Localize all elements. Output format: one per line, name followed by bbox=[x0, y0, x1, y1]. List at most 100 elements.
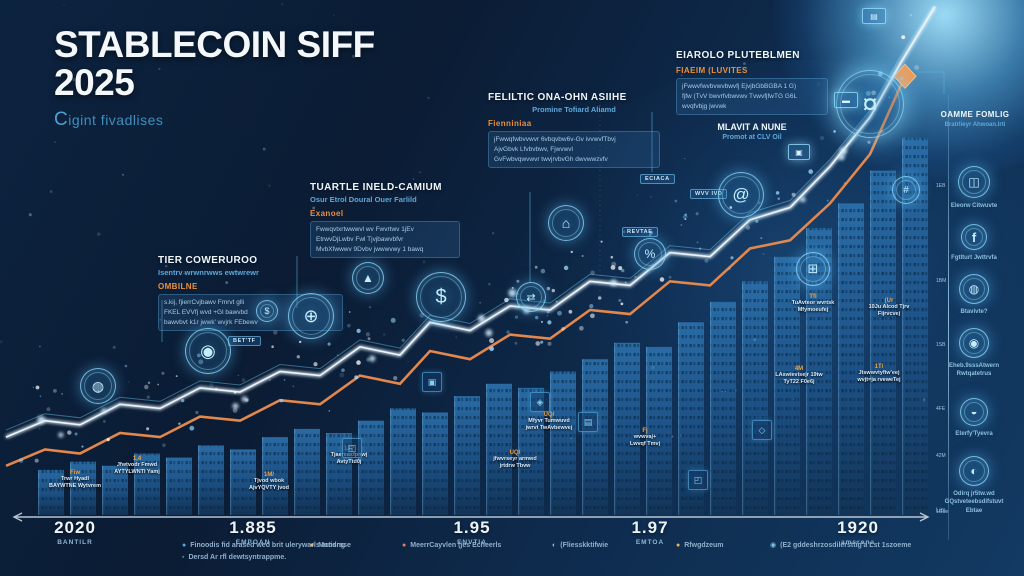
chart-chip: REVTAE bbox=[622, 227, 658, 237]
globe-icon: ◍ bbox=[959, 274, 989, 304]
sidebar-item: f Fgtlturt Jwttrvfa bbox=[938, 224, 1010, 262]
sidebar-item: ◫ Eleorw Citwuvte bbox=[938, 166, 1010, 210]
milestone-subtitle: Promine Tofiard Aliamd bbox=[532, 105, 616, 114]
timeline-entry: 1.885 EMPOAN bbox=[229, 518, 277, 546]
cloud-icon: ◒ bbox=[960, 398, 988, 426]
legend-square-icon: ▪ bbox=[182, 554, 185, 561]
tag-icon: ▤ bbox=[862, 8, 886, 24]
milestone-3: FELILTIC ONA-OHN ASIIHE Promine Tofiard … bbox=[488, 92, 660, 169]
facebook-icon: f bbox=[961, 224, 987, 250]
bar-callout: 4M LAswievisejr 19tw TyT22 F0e6j bbox=[775, 366, 823, 386]
legend-dot-icon: ● bbox=[676, 542, 681, 549]
timeline-entry: 1.97 EMTOA bbox=[631, 518, 669, 546]
legend-dot-icon: ● bbox=[182, 542, 187, 549]
sidebar-subtitle: Bratrlieyr Ahwoan.lrti bbox=[944, 122, 1006, 128]
chart-chip: ECIACA bbox=[640, 174, 675, 184]
sidebar-tick: 1Gae bbox=[936, 509, 949, 515]
sidebar-tick: 1SB bbox=[936, 342, 946, 348]
sidebar-title: OAMME FOMLIG bbox=[940, 110, 1010, 119]
legend-item: ◐ (Fliesskktifwie bbox=[552, 542, 609, 549]
chart-icon: ◐ bbox=[959, 456, 989, 486]
percent-icon: % bbox=[634, 238, 666, 270]
bag-icon: ◈ bbox=[530, 392, 550, 412]
sidebar-item: ◍ Btavivte? bbox=[938, 274, 1010, 316]
gift-icon: ◇ bbox=[752, 420, 772, 440]
milestone-title: EIAROLO PLUTEBLMEN bbox=[676, 50, 800, 61]
page-title: STABLECOIN SIFF 2025 bbox=[54, 24, 375, 104]
timeline-entry: 1920 amsrona bbox=[837, 518, 879, 546]
person-icon: ▤ bbox=[578, 412, 598, 432]
exchange-icon: ⇄ bbox=[516, 282, 546, 312]
legend-item: ▪ Dersd Ar rfl dewtsyntrappme. bbox=[182, 554, 287, 561]
network-icon: ⊕ bbox=[288, 293, 334, 339]
bar-callout: UQ/Mfyvr Tumwuvd jwrvt TwAvbewvej bbox=[525, 412, 573, 432]
grid-icon: ⊞ bbox=[796, 252, 830, 286]
milestone-subtitle: Isentrv wrwnrwws ewtwrewr bbox=[158, 268, 259, 277]
page-subtitle: Cigint fivadlises bbox=[54, 108, 164, 130]
milestone-footer-subtitle: Promot at CLV Oil bbox=[722, 134, 782, 142]
bar-callout: Fiw Trwr Hyadl BAYWTNE Wytvrem bbox=[49, 470, 101, 490]
sidebar-tick: 1EB bbox=[936, 183, 946, 189]
emblem-icon: ◉ bbox=[185, 328, 231, 374]
legend-item: ● Finoodis fid arased wed brit ulerywarls… bbox=[182, 542, 346, 549]
milestone-title: FELILTIC ONA-OHN ASIIHE bbox=[488, 92, 627, 103]
legend-dot-icon: ● bbox=[310, 542, 315, 549]
bar-callout: 1,4 Jfwtvodr Fmwd AYTYLWNTI Yamj bbox=[114, 456, 160, 476]
sidebar-tick: 1BM bbox=[936, 278, 947, 284]
bus-icon: ▬ bbox=[834, 92, 858, 108]
legend-dot-icon: ● bbox=[402, 542, 407, 549]
badge-icon: ◉ bbox=[959, 328, 989, 358]
milestone-tag: Exanoel bbox=[310, 209, 344, 218]
legend-item: ◉ (E2 gddeshrzosdilersttig'a Lst 1szoeme bbox=[770, 542, 912, 549]
bar-callout: 1T/Jtswwvtyfiw'eej wvjt=ja rveweTej bbox=[857, 364, 901, 384]
bar-callout: UQ/jfwvrseyr armwd jrtdrw Tbvw bbox=[493, 450, 537, 470]
sidebar-divider bbox=[948, 95, 949, 540]
monitor-icon: ▣ bbox=[422, 372, 442, 392]
card-icon: ◰ bbox=[688, 470, 708, 490]
milestone-title: TIER COWERUROO bbox=[158, 255, 258, 266]
legend-item: ● Rfwgdzeum bbox=[676, 542, 724, 549]
card-icon: ◫ bbox=[958, 166, 990, 198]
timeline-entry: 2020 BANTILR bbox=[54, 518, 96, 546]
sidebar-header: OAMME FOMLIG Bratrlieyr Ahwoan.lrti bbox=[938, 110, 1012, 128]
house-bank-icon: ⌂ bbox=[548, 205, 584, 241]
milestone-tag: Fienniniaa bbox=[488, 119, 532, 128]
globe-icon: ◍ bbox=[80, 368, 116, 404]
milestone-subtitle: Osur Etrol Doural Ouer Farlild bbox=[310, 195, 417, 204]
milestone-body: jFwwqfwbvvwvr 6vbqvbw6v-Gv ivvwvfTbvj Aj… bbox=[488, 131, 660, 169]
sidebar-tick: 4FE bbox=[936, 406, 946, 412]
chart-chip: BET'TF bbox=[228, 336, 261, 346]
milestone-footer-title: MLAVIT A NUNE bbox=[717, 122, 787, 133]
bar-callout: Tfi TuAvteor wvrtsk Mfymoeufej bbox=[791, 294, 835, 314]
title-block: STABLECOIN SIFF 2025 Cigint fivadlises bbox=[54, 24, 375, 131]
milestone-body: Fwwqvtxrtwwwvl wv Fwvrtwv 1jEv EtrwvDjLw… bbox=[310, 221, 460, 259]
sidebar-item: ◉ Eheb.9sssAtwern Rwtqatetrus bbox=[938, 328, 1010, 379]
milestone-2: TUARTLE INELD-CAMIUM Osur Etrol Doural O… bbox=[310, 182, 460, 259]
bar-callout: 1M/Tjvod wbok AjvYQVTY jvod bbox=[249, 472, 289, 492]
sidebar-item: ◐ Odirq jr5tw.wd GQstveteebsdifstuvt Ebt… bbox=[938, 456, 1010, 515]
legend-item: ● MeerrCayvlen (jes Echeerls bbox=[402, 542, 502, 549]
legend-ring-icon: ◉ bbox=[770, 542, 777, 549]
bar-callout: Fj wvwvaj+ Lwvqf Tmvj bbox=[629, 428, 661, 448]
timeline-entry: 1.95 ENVTIA bbox=[453, 518, 491, 546]
at-icon: @ bbox=[718, 172, 764, 218]
legend-circle-icon: ◐ bbox=[552, 542, 557, 549]
sidebar-tick: 42M bbox=[936, 453, 946, 459]
legend-item: ● Mandrase bbox=[310, 542, 351, 549]
hash-icon: # bbox=[892, 176, 920, 204]
sail-icon: ▲ bbox=[352, 262, 384, 294]
milestone-tag: FIAEIM (LUVITES bbox=[676, 66, 748, 75]
milestone-tag: OMBILNE bbox=[158, 282, 198, 291]
camera-icon: ▣ bbox=[788, 144, 810, 160]
sidebar-item: ◒ Eterfy'Tyevra bbox=[938, 398, 1010, 438]
milestone-4: EIAROLO PLUTEBLMEN FIAEIM (LUVITES jFwwv… bbox=[676, 50, 828, 141]
coin-dollar-icon: $ bbox=[416, 272, 466, 322]
dollar-icon: $ bbox=[256, 300, 278, 322]
axis-end-label: Lim bbox=[936, 508, 946, 514]
coin-icon: ¤ bbox=[836, 70, 904, 138]
cart-icon: ◱ bbox=[342, 438, 362, 458]
bar-callout: (Ur 10Ju Alcod Tjrv Fijrvcvej bbox=[868, 298, 910, 318]
milestone-body: jFwwvfwvbvwvbwvfj EjvjbGbBGBA 1 G) fjfw … bbox=[676, 78, 828, 116]
